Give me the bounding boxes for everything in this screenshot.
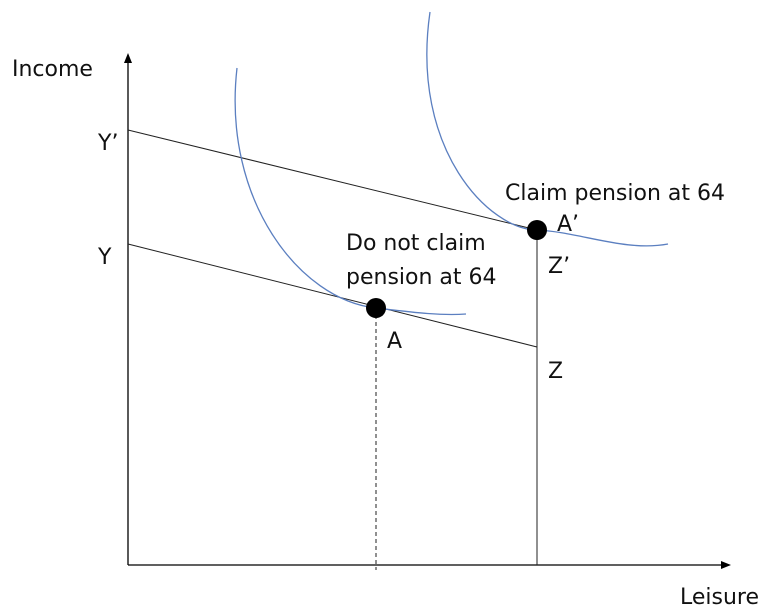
point-a	[366, 298, 386, 318]
point-label: Z	[548, 359, 563, 384]
point-a-prime	[527, 220, 547, 240]
caption: pension at 64	[346, 265, 497, 290]
x-axis-label: Leisure	[680, 585, 759, 610]
budget-line-lower	[127, 243, 538, 348]
point-label: Z’	[548, 254, 570, 279]
point-label: A’	[557, 212, 579, 237]
indifference-curve-lower	[234, 67, 467, 316]
caption: Do not claim	[346, 231, 486, 256]
intercept-label: Y’	[97, 131, 118, 156]
budget-line-upper	[127, 129, 538, 231]
indifference-curve-upper	[426, 11, 669, 247]
point-label: A	[387, 329, 402, 354]
y-axis-label: Income	[12, 57, 93, 82]
caption: Claim pension at 64	[505, 181, 725, 206]
intercept-label: Y	[97, 245, 112, 270]
